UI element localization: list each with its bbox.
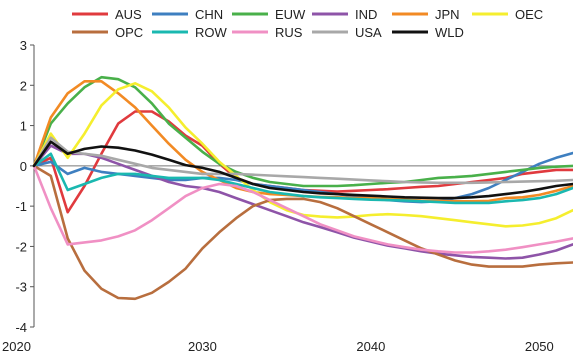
legend-label-rus: RUS bbox=[275, 25, 303, 40]
series-lines bbox=[32, 75, 573, 301]
axes: 3 2 1 0 -1 -2 -3 -4 2020 2030 2040 2050 bbox=[2, 38, 573, 354]
y-tick-label: -3 bbox=[15, 280, 27, 295]
legend-label-chn: CHN bbox=[195, 7, 223, 22]
x-tick-label: 2050 bbox=[525, 339, 554, 354]
series-line-ind bbox=[32, 144, 573, 260]
legend-label-usa: USA bbox=[355, 25, 382, 40]
y-tick-label: -4 bbox=[15, 320, 27, 335]
y-tick-label: 0 bbox=[20, 159, 27, 174]
legend-label-row: ROW bbox=[195, 25, 228, 40]
series-line-row bbox=[32, 152, 573, 205]
series-line-opc bbox=[32, 164, 573, 301]
legend: AUS CHN EUW IND JPN OEC OPC ROW RUS USA WLD bbox=[72, 7, 543, 40]
legend-label-euw: EUW bbox=[275, 7, 306, 22]
series-line-euw bbox=[32, 75, 573, 188]
y-tick-label: -2 bbox=[15, 239, 27, 254]
legend-label-opc: OPC bbox=[115, 25, 143, 40]
legend-label-aus: AUS bbox=[115, 7, 142, 22]
legend-label-oec: OEC bbox=[515, 7, 543, 22]
legend-label-ind: IND bbox=[355, 7, 377, 22]
legend-label-jpn: JPN bbox=[435, 7, 460, 22]
x-tick-label: 2030 bbox=[188, 339, 217, 354]
y-tick-label: -1 bbox=[15, 199, 27, 214]
y-tick-label: 2 bbox=[20, 78, 27, 93]
x-tick-label: 2040 bbox=[356, 339, 385, 354]
x-tick-label: 2020 bbox=[2, 339, 31, 354]
series-line-oec bbox=[32, 82, 573, 228]
y-tick-label: 3 bbox=[20, 38, 27, 53]
series-line-wld bbox=[32, 140, 573, 200]
legend-label-wld: WLD bbox=[435, 25, 464, 40]
y-tick-label: 1 bbox=[20, 119, 27, 134]
series-line-usa bbox=[32, 136, 573, 185]
series-line-rus bbox=[32, 164, 573, 254]
